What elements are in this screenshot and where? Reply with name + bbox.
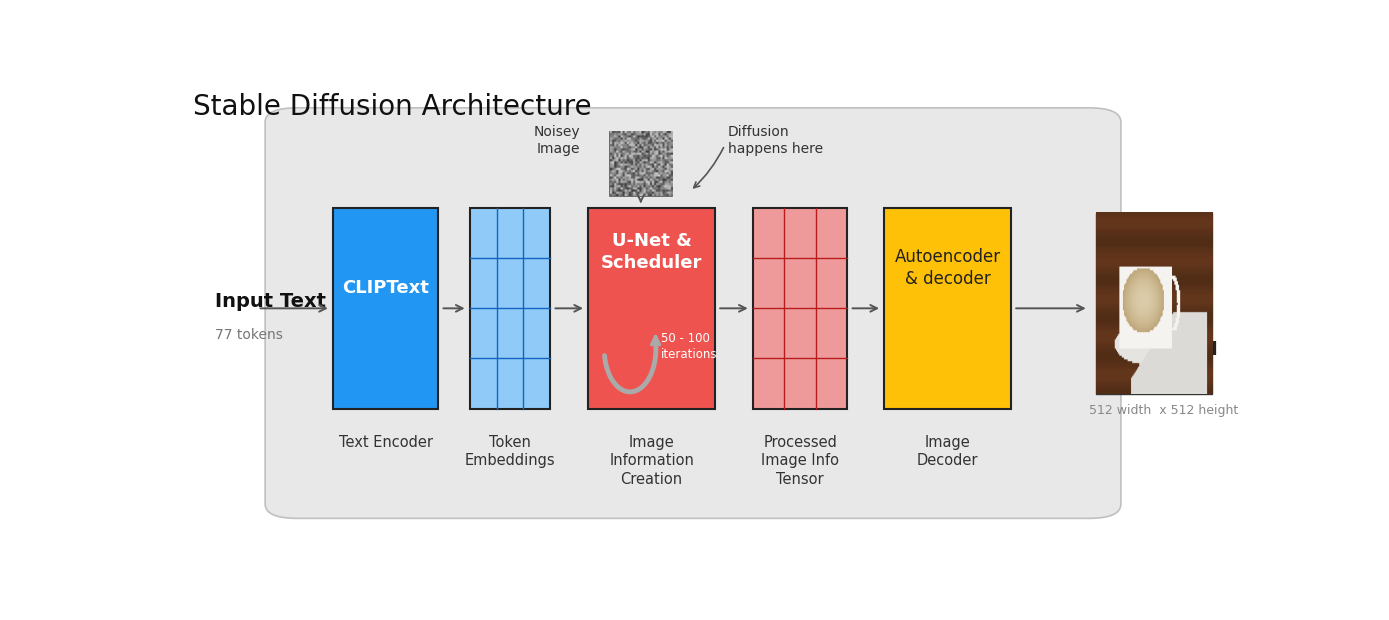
Text: 512 width  x 512 height: 512 width x 512 height xyxy=(1089,404,1239,417)
Text: 50 - 100
iterations: 50 - 100 iterations xyxy=(661,332,718,361)
FancyBboxPatch shape xyxy=(333,208,439,409)
FancyBboxPatch shape xyxy=(1096,213,1213,394)
Text: CLIPText: CLIPText xyxy=(342,279,429,297)
FancyBboxPatch shape xyxy=(469,208,550,409)
FancyBboxPatch shape xyxy=(265,108,1121,518)
FancyBboxPatch shape xyxy=(588,208,715,409)
Text: Processed
Image Info
Tensor: Processed Image Info Tensor xyxy=(761,435,839,487)
FancyBboxPatch shape xyxy=(610,131,672,196)
Text: Image
Decoder: Image Decoder xyxy=(917,435,978,469)
Text: Image
Information
Creation: Image Information Creation xyxy=(610,435,694,487)
Text: Token
Embeddings: Token Embeddings xyxy=(465,435,556,469)
FancyBboxPatch shape xyxy=(753,208,847,409)
Text: Stable Diffusion Architecture: Stable Diffusion Architecture xyxy=(193,94,592,122)
Text: Text Encoder: Text Encoder xyxy=(339,435,433,450)
Text: Autoencoder
& decoder: Autoencoder & decoder xyxy=(895,248,1000,288)
Text: Diffusion
happens here: Diffusion happens here xyxy=(728,125,824,156)
Text: Noisey
Image: Noisey Image xyxy=(533,125,581,156)
Text: 77 tokens: 77 tokens xyxy=(214,327,282,342)
Text: U-Net &
Scheduler: U-Net & Scheduler xyxy=(601,232,703,272)
Text: Generated
Image: Generated Image xyxy=(1111,342,1217,380)
FancyBboxPatch shape xyxy=(885,208,1011,409)
Text: Input Text: Input Text xyxy=(214,291,325,311)
